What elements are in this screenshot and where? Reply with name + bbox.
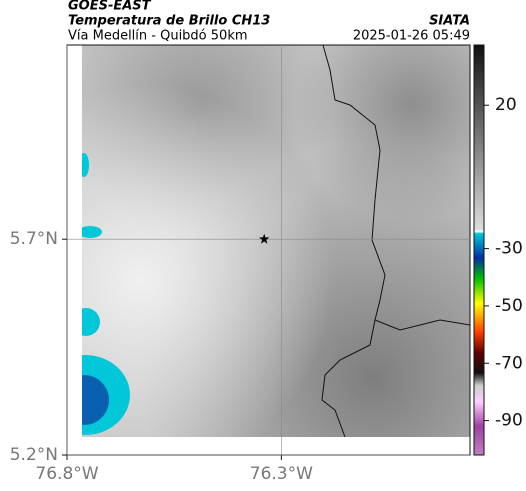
subtitle: Temperatura de Brillo CH13	[68, 14, 270, 29]
region: Vía Medellín - Quibdó 50km	[68, 29, 248, 44]
timestamp: 2025-01-26 05:49	[353, 29, 470, 44]
y-tick-label: 5.7°N	[10, 229, 58, 249]
title: GOES-EAST	[68, 0, 152, 14]
colorbar-label: -70	[495, 353, 523, 373]
colorbar-label: -90	[495, 411, 523, 431]
satellite-image	[82, 45, 470, 437]
source: SIATA	[429, 14, 470, 29]
y-tick-label: 5.2°N	[10, 445, 58, 465]
colorbar-label: -50	[495, 296, 523, 316]
location-marker	[259, 233, 270, 244]
colorbar-label: 20	[495, 95, 517, 115]
x-tick-label: 76.3°W	[250, 464, 313, 484]
colorbar-label: -30	[495, 239, 523, 259]
colorbar	[473, 44, 485, 456]
x-tick-label: 76.8°W	[35, 464, 98, 484]
